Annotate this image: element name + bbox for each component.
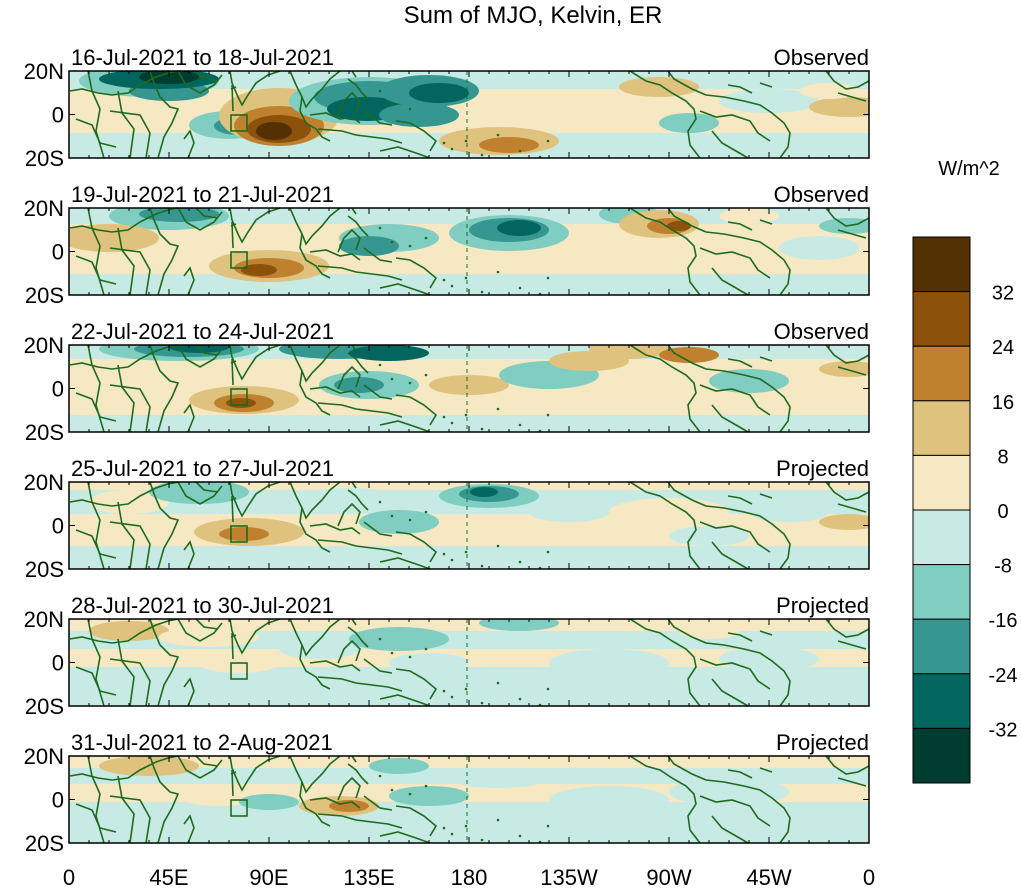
colorbar-swatch [912,673,971,729]
panel-date-range: 16-Jul-2021 to 18-Jul-2021 [71,45,334,70]
panel-date-range: 31-Jul-2021 to 2-Aug-2021 [71,730,333,755]
y-tick-label: 20N [24,333,64,358]
map-panels: 20N 0 20S 16-Jul-2021 to 18-Jul-2021 Observe… [24,45,870,856]
y-tick-label: 0 [52,651,64,676]
colorbar-swatch [912,509,971,566]
x-tick-label: 90W [646,865,691,889]
panel-status: Observed [774,182,869,207]
anomaly-field [69,756,869,843]
x-tick-label: 45W [746,865,791,889]
colorbar-tick-label: -8 [994,556,1012,578]
x-tick-label: 0 [863,865,875,889]
x-axis-labels: 0 45E 90E 135E 180 135W 90W 45W 0 [63,865,875,889]
figure-title: Sum of MJO, Kelvin, ER [404,2,663,29]
colorbar-swatch [912,345,971,402]
anomaly-field [69,619,869,706]
panel-date-range: 22-Jul-2021 to 24-Jul-2021 [71,319,334,344]
y-tick-label: 20N [24,607,64,632]
anomaly-field [69,482,869,569]
panel-status: Projected [776,593,869,618]
x-tick-label: 135E [343,865,394,889]
map-panel-5: 20N 0 20S 28-Jul-2021 to 30-Jul-2021 Project… [24,593,870,719]
colorbar-tick-label: 8 [997,446,1008,468]
map-panel-1: 20N 0 20S 16-Jul-2021 to 18-Jul-2021 Observe… [24,45,870,171]
colorbar-swatch [912,618,971,675]
colorbar: 32 24 16 8 0 -8 -16 -24 -32 [912,236,1018,784]
colorbar-tick-label: -32 [989,719,1018,741]
anomaly-field [69,345,869,432]
colorbar-tick-label: -24 [989,665,1018,687]
y-tick-label: 0 [52,514,64,539]
anomaly-field [69,71,869,158]
colorbar-tick-label: 32 [992,283,1014,305]
colorbar-swatch [912,454,971,511]
y-tick-label: 0 [52,103,64,128]
y-tick-label: 20N [24,744,64,769]
colorbar-tick-label: 0 [997,501,1008,523]
panel-date-range: 19-Jul-2021 to 21-Jul-2021 [71,182,334,207]
x-tick-label: 45E [149,865,188,889]
y-tick-label: 0 [52,788,64,813]
panel-status: Projected [776,456,869,481]
y-tick-label: 20S [25,557,64,582]
y-tick-label: 20S [25,283,64,308]
y-tick-label: 0 [52,240,64,265]
x-tick-label: 180 [451,865,488,889]
y-tick-label: 0 [52,377,64,402]
colorbar-swatch [912,291,971,347]
y-tick-label: 20N [24,196,64,221]
y-tick-label: 20S [25,146,64,171]
y-tick-label: 20S [25,831,64,856]
colorbar-swatch [912,236,971,293]
colorbar-swatch [912,564,971,620]
map-panel-2: 20N 0 20S 19-Jul-2021 to 21-Jul-2021 Observe… [24,182,870,308]
map-panel-3: 20N 0 20S 22-Jul-2021 to 24-Jul-2021 Observe… [24,319,870,445]
y-tick-label: 20N [24,59,64,84]
map-panel-4: 20N 0 20S 25-Jul-2021 to 27-Jul-2021 Project… [24,456,870,582]
x-tick-label: 135W [540,865,598,889]
panel-status: Observed [774,319,869,344]
x-tick-label: 90E [249,865,288,889]
colorbar-swatch [912,727,971,784]
y-tick-label: 20N [24,470,64,495]
colorbar-tick-label: 24 [992,337,1014,359]
colorbar-swatch [912,400,971,456]
map-panel-6: 20N 0 20S 31-Jul-2021 to 2-Aug-2021 Projecte… [24,730,870,856]
colorbar-unit-label: W/m^2 [938,158,1000,180]
panel-date-range: 28-Jul-2021 to 30-Jul-2021 [71,593,334,618]
panel-status: Observed [774,45,869,70]
y-tick-label: 20S [25,694,64,719]
y-tick-label: 20S [25,420,64,445]
x-tick-label: 0 [63,865,75,889]
panel-date-range: 25-Jul-2021 to 27-Jul-2021 [71,456,334,481]
panel-status: Projected [776,730,869,755]
colorbar-tick-label: 16 [992,392,1014,414]
colorbar-tick-label: -16 [989,610,1018,632]
